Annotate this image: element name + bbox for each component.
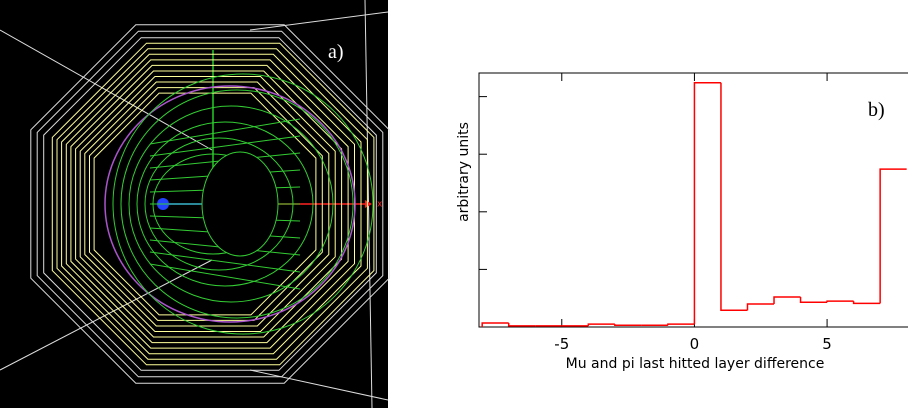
histogram-bin — [615, 324, 642, 325]
x-axis-label: Mu and pi last hitted layer difference — [566, 356, 825, 372]
figure: a) x b) Mu and pi last hitted layer diff… — [0, 0, 909, 408]
histogram-bin — [854, 301, 881, 303]
detector-line — [202, 152, 278, 256]
page: a) x b) Mu and pi last hitted layer diff… — [0, 0, 909, 408]
histogram-bin — [801, 297, 828, 302]
histogram-bin — [747, 304, 774, 310]
y-axis-label: arbitrary units — [456, 122, 472, 222]
panel-label: b) — [868, 99, 885, 121]
histogram-bin — [880, 169, 907, 303]
detector-view: a) x — [0, 0, 389, 408]
histogram-bin — [668, 324, 695, 325]
histogram-bin — [482, 323, 509, 327]
histogram-bin — [694, 83, 721, 324]
histogram-bin — [588, 324, 615, 326]
axis-label: x — [377, 200, 383, 210]
histogram-bin — [774, 297, 801, 304]
histogram-chart: b) Mu and pi last hitted layer differenc… — [456, 73, 908, 372]
panel-label: a) — [328, 41, 344, 63]
x-tick-label: 0 — [690, 335, 700, 353]
x-tick-label: 5 — [822, 335, 832, 353]
histogram-bin — [721, 83, 748, 311]
axes-frame — [479, 73, 908, 327]
histogram-bin — [827, 301, 854, 302]
x-tick-label: -5 — [554, 335, 569, 353]
histogram-bin — [509, 323, 536, 326]
